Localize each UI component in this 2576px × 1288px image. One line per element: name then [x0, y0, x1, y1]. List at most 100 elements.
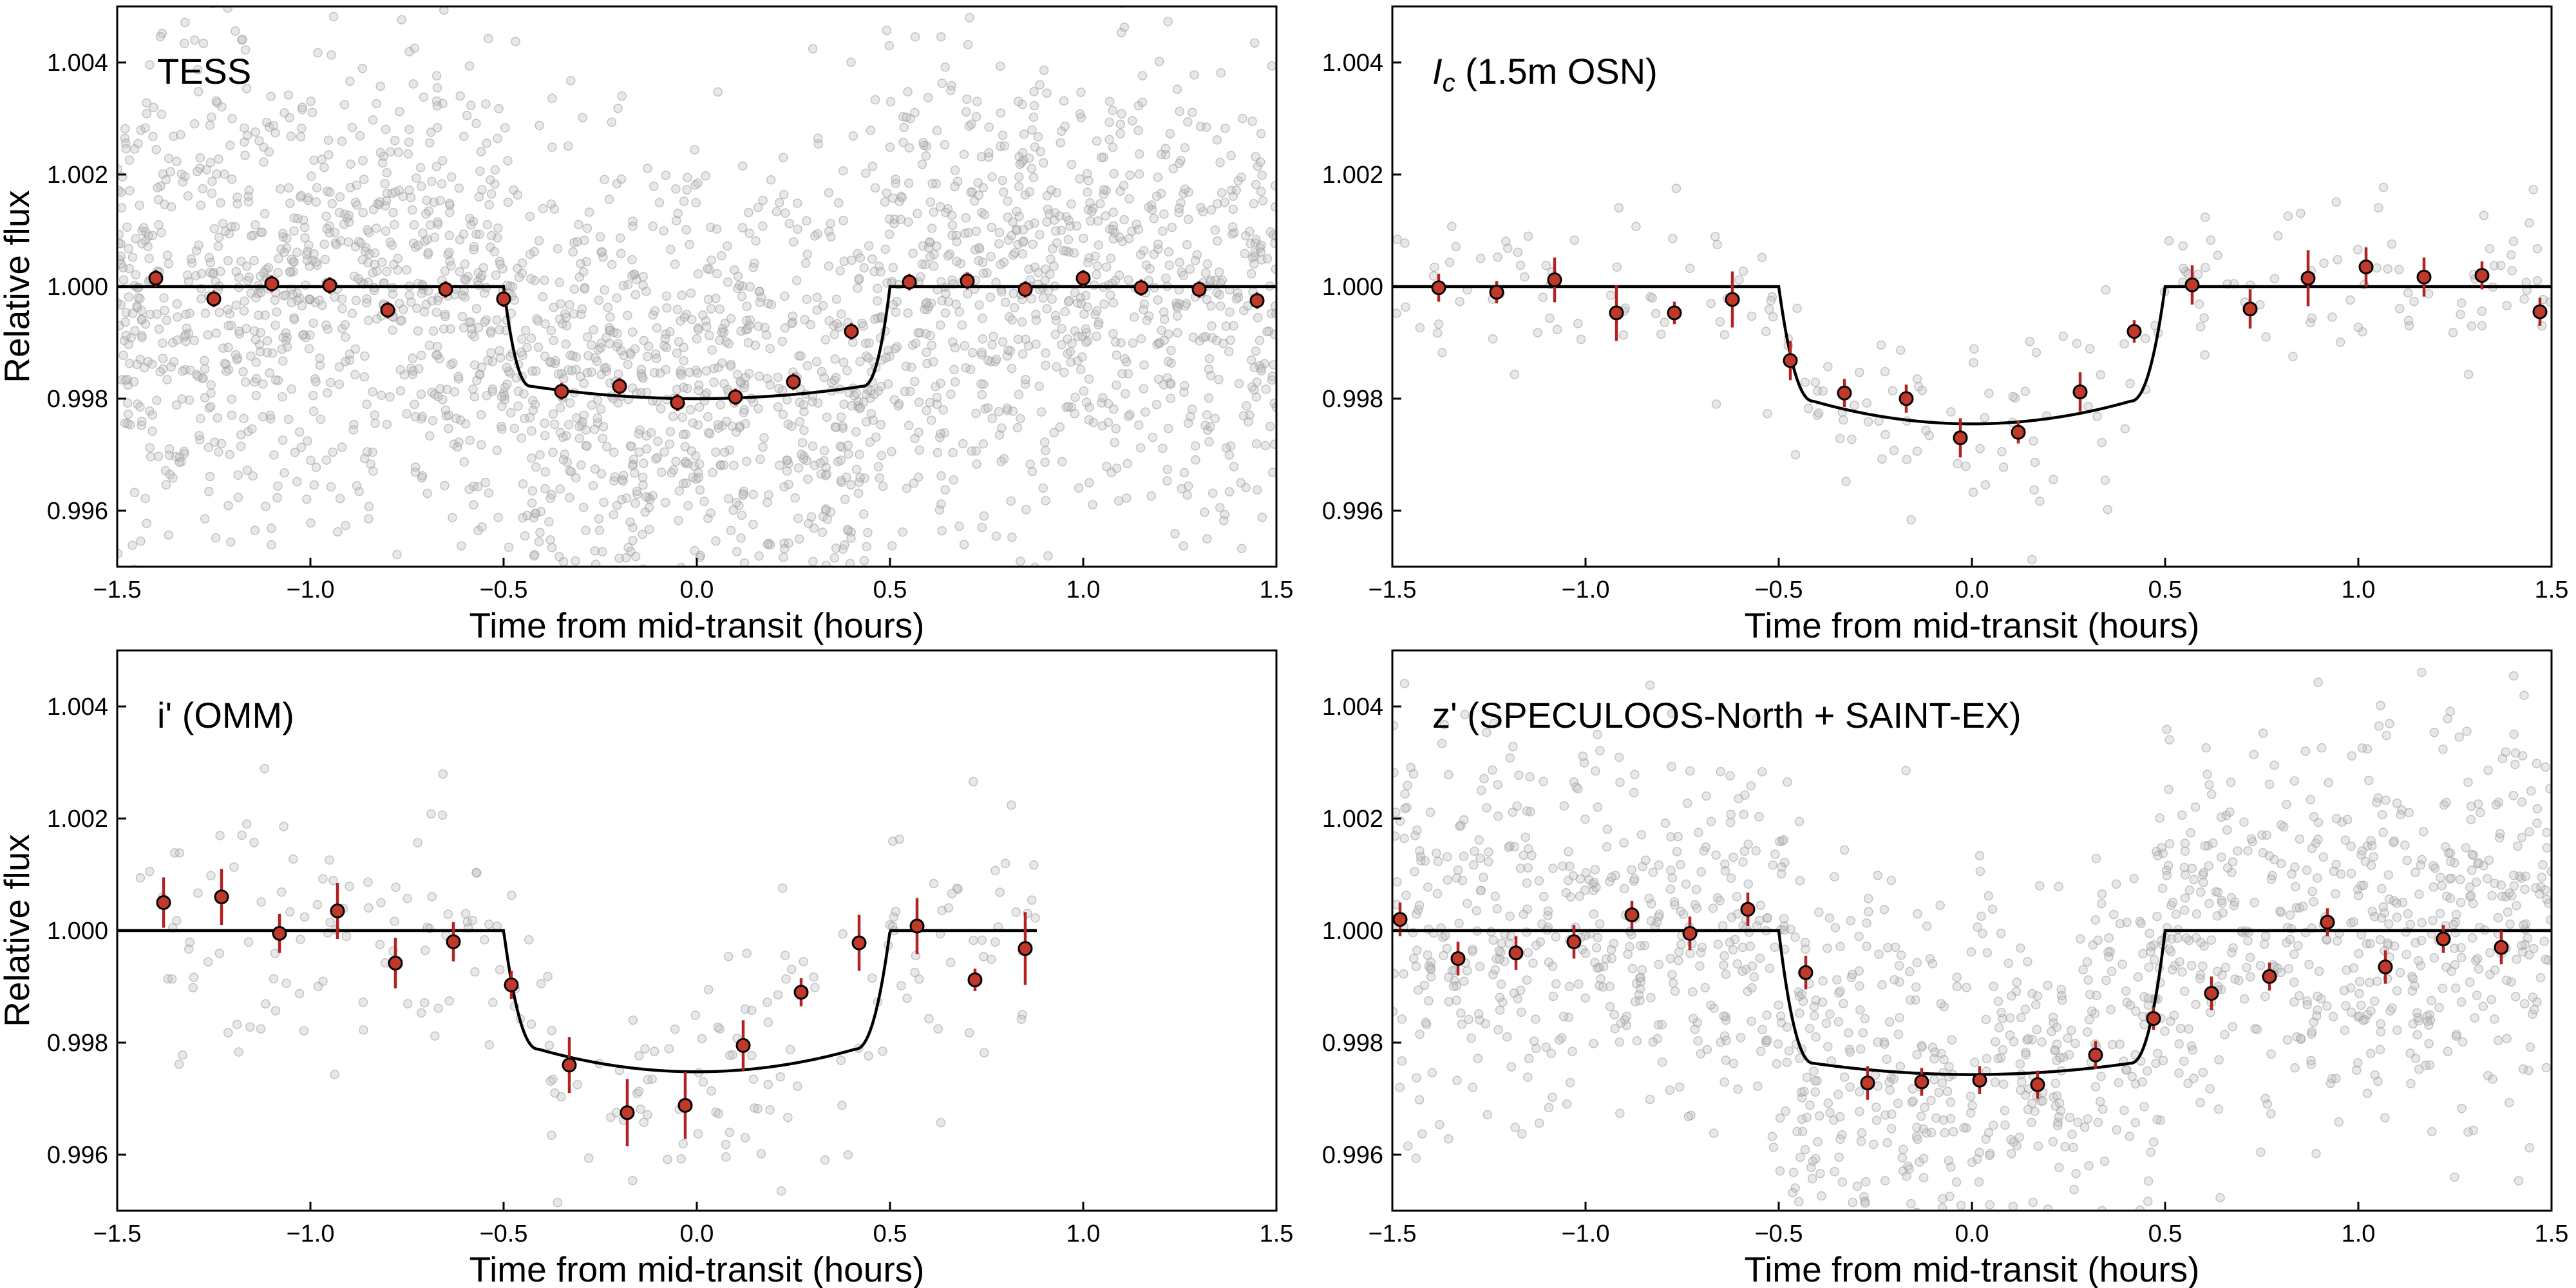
raw-point	[596, 404, 606, 414]
binned-points-speculoos	[1392, 892, 2509, 1100]
raw-point	[359, 1025, 368, 1035]
raw-point	[258, 412, 268, 422]
raw-point	[2155, 813, 2164, 823]
raw-point	[969, 935, 978, 945]
raw-point	[1981, 1014, 1991, 1025]
raw-point	[529, 551, 539, 561]
raw-point	[399, 305, 408, 314]
raw-point	[694, 325, 703, 335]
raw-point	[2096, 370, 2106, 380]
raw-point	[976, 152, 987, 162]
raw-point	[576, 460, 586, 470]
raw-point	[566, 467, 576, 477]
raw-point	[971, 245, 980, 254]
raw-point	[1797, 989, 1807, 999]
raw-point	[932, 126, 942, 136]
raw-point	[1767, 1132, 1777, 1141]
raw-point	[763, 1018, 773, 1027]
binned-point	[1972, 1072, 1987, 1088]
raw-point	[2031, 1000, 2041, 1010]
raw-point	[870, 183, 880, 193]
raw-point	[1885, 1085, 1895, 1095]
y-tick-label: 1.002	[1322, 162, 1383, 189]
raw-point	[484, 1040, 495, 1050]
binned-point	[1667, 305, 1682, 321]
raw-point	[1996, 1008, 2006, 1018]
raw-point	[1269, 360, 1276, 370]
raw-point	[836, 309, 846, 319]
raw-point	[1912, 374, 1922, 384]
raw-point	[1818, 386, 1828, 396]
raw-point	[989, 332, 998, 341]
raw-point	[341, 931, 352, 942]
raw-point	[1033, 132, 1043, 142]
raw-point	[289, 314, 299, 325]
raw-point	[1939, 1055, 1949, 1065]
raw-point	[1092, 306, 1102, 316]
raw-point	[1057, 457, 1067, 467]
raw-point	[2269, 855, 2280, 865]
raw-point	[2122, 1065, 2132, 1075]
raw-point	[1249, 38, 1260, 48]
raw-point	[2521, 871, 2530, 881]
raw-point	[2306, 1056, 2316, 1066]
raw-point	[723, 277, 733, 287]
raw-point	[1541, 260, 1551, 270]
raw-point	[278, 356, 288, 366]
raw-point	[765, 540, 775, 550]
raw-point	[2125, 1132, 2135, 1141]
raw-point	[2143, 1176, 2154, 1186]
raw-point	[161, 175, 171, 185]
raw-point	[948, 337, 958, 347]
raw-point	[1163, 17, 1173, 26]
raw-point	[459, 457, 469, 467]
raw-point	[294, 989, 305, 999]
raw-point	[777, 336, 788, 346]
raw-point	[2028, 1197, 2038, 1208]
raw-point	[711, 536, 721, 546]
binned-point	[670, 395, 685, 410]
x-tick-label: −0.5	[479, 1220, 527, 1247]
raw-point	[2144, 962, 2154, 972]
raw-point	[2057, 995, 2067, 1005]
raw-point	[1039, 437, 1050, 447]
raw-point	[242, 466, 252, 475]
x-tick-label: 0.0	[1955, 1220, 1989, 1247]
raw-point	[996, 61, 1005, 71]
raw-point	[1231, 294, 1242, 304]
raw-point	[1028, 112, 1039, 122]
raw-point	[2101, 976, 2111, 985]
raw-point	[2467, 866, 2477, 875]
raw-point	[1783, 777, 1792, 787]
raw-point	[555, 428, 565, 437]
raw-point	[1918, 1173, 1929, 1183]
raw-point	[1000, 298, 1010, 307]
raw-point	[1412, 945, 1422, 956]
raw-point	[469, 360, 480, 370]
raw-point	[448, 513, 457, 523]
raw-point	[2414, 956, 2423, 966]
raw-point	[232, 193, 242, 202]
raw-point	[1075, 109, 1085, 119]
raw-point	[1039, 65, 1049, 75]
raw-point	[810, 460, 820, 470]
raw-point	[599, 497, 609, 507]
raw-point	[569, 238, 579, 248]
raw-point	[1153, 172, 1163, 182]
raw-point	[2021, 1090, 2031, 1100]
raw-point	[1856, 1137, 1866, 1146]
raw-point	[2443, 714, 2452, 724]
raw-point	[694, 402, 705, 412]
raw-point	[835, 266, 845, 276]
raw-point	[760, 323, 770, 332]
raw-point	[2467, 849, 2477, 860]
raw-point	[2174, 1039, 2184, 1049]
raw-point	[358, 998, 368, 1007]
raw-point	[1810, 1076, 1820, 1086]
raw-point	[392, 549, 402, 560]
raw-point	[2448, 920, 2458, 929]
raw-point	[1880, 1176, 1890, 1186]
raw-point	[1757, 252, 1767, 263]
raw-point	[840, 495, 850, 504]
raw-point	[171, 400, 182, 410]
